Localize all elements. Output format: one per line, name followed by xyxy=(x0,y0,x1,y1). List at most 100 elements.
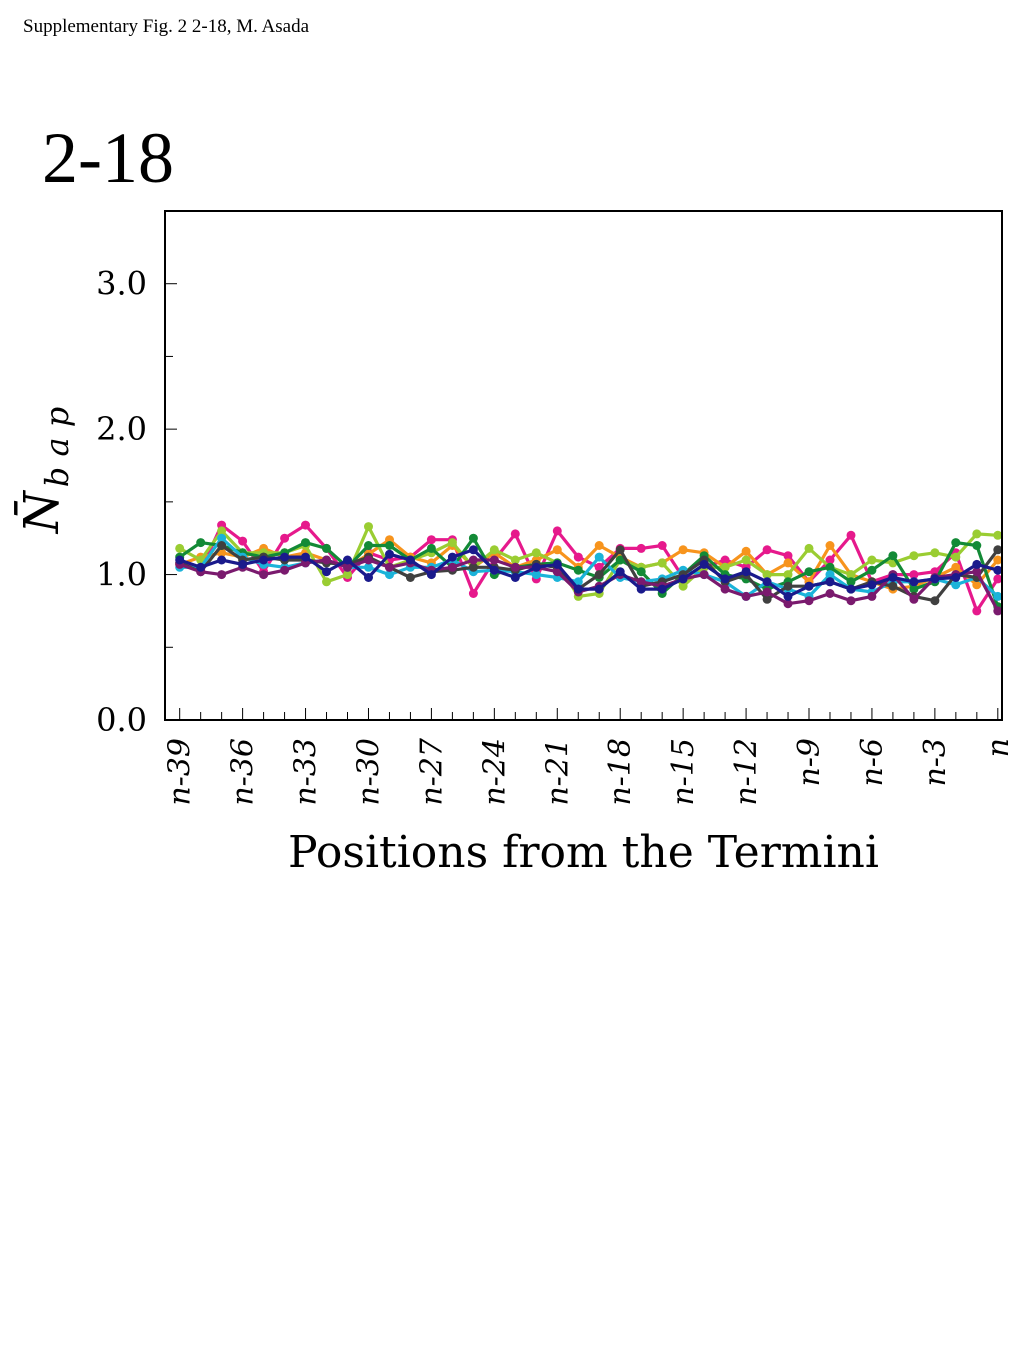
data-point xyxy=(217,526,227,536)
data-point xyxy=(909,584,919,594)
data-point xyxy=(993,574,1003,584)
data-point xyxy=(447,538,457,548)
data-point xyxy=(825,541,835,550)
data-point xyxy=(594,584,604,594)
data-point xyxy=(825,570,835,580)
data-point xyxy=(636,543,646,553)
data-point xyxy=(489,545,499,555)
data-point xyxy=(343,555,352,565)
data-point xyxy=(993,530,1003,540)
data-point xyxy=(930,574,940,584)
data-point xyxy=(888,573,898,582)
data-point xyxy=(175,555,185,565)
y-axis-label-group: N̄b a p xyxy=(12,407,76,534)
data-point xyxy=(636,584,646,594)
data-point xyxy=(447,562,457,572)
data-point xyxy=(385,541,394,550)
data-point xyxy=(741,567,751,577)
data-point xyxy=(385,562,394,572)
data-point xyxy=(468,533,478,543)
data-point xyxy=(762,577,772,587)
data-point xyxy=(867,565,877,575)
data-point xyxy=(280,565,290,575)
data-point xyxy=(385,549,394,559)
data-point xyxy=(175,543,185,553)
data-point xyxy=(196,562,206,572)
data-point xyxy=(343,570,352,580)
data-point xyxy=(783,570,793,580)
data-point xyxy=(783,551,793,561)
data-point xyxy=(951,552,961,562)
data-point xyxy=(468,589,478,598)
data-point xyxy=(951,538,961,548)
series-line xyxy=(179,538,1000,591)
data-point xyxy=(972,529,982,539)
data-point xyxy=(825,577,835,587)
y-tick-label: 3.0 xyxy=(96,265,147,303)
data-point xyxy=(678,545,688,555)
data-point xyxy=(951,562,961,572)
x-tick-label: n-21 xyxy=(540,738,575,806)
data-point xyxy=(993,591,1003,601)
x-tick-label: n-3 xyxy=(918,738,953,787)
data-point xyxy=(510,573,520,582)
data-point xyxy=(909,594,919,604)
series-8 xyxy=(175,545,1003,601)
data-point xyxy=(930,548,940,558)
data-point xyxy=(720,584,730,594)
data-point xyxy=(972,606,982,616)
data-point xyxy=(867,591,877,601)
data-point xyxy=(636,567,646,577)
data-point xyxy=(783,558,793,568)
data-point xyxy=(573,584,583,594)
data-point xyxy=(888,581,898,591)
x-tick-label: n-36 xyxy=(226,738,261,806)
data-point xyxy=(993,606,1003,616)
series-line xyxy=(178,536,1000,608)
data-point xyxy=(993,545,1003,555)
data-point xyxy=(468,545,478,555)
data-point xyxy=(867,580,877,590)
data-point xyxy=(804,581,814,591)
data-point xyxy=(468,555,478,565)
data-point xyxy=(846,570,856,580)
data-point xyxy=(951,580,961,590)
data-point xyxy=(217,570,227,580)
data-point xyxy=(322,555,331,565)
figure-header-note: Supplementary Fig. 2 2-18, M. Asada xyxy=(23,16,310,37)
data-point xyxy=(322,543,331,553)
data-point xyxy=(657,541,667,550)
data-point xyxy=(783,599,793,609)
series-line xyxy=(179,523,1000,613)
x-tick-label: n-30 xyxy=(351,738,386,806)
data-point xyxy=(573,552,583,562)
y-axis-label-subscript: b a p xyxy=(38,407,76,487)
data-point xyxy=(489,565,499,575)
data-point xyxy=(615,567,625,577)
panel-label: 2-18 xyxy=(42,118,174,198)
data-point xyxy=(301,538,310,548)
data-point xyxy=(573,565,583,575)
data-point xyxy=(385,570,394,580)
data-point xyxy=(720,555,730,565)
y-axis-label-main: N̄ xyxy=(12,489,70,534)
data-point xyxy=(489,555,499,565)
data-point xyxy=(972,580,982,590)
data-point xyxy=(531,548,541,558)
data-point xyxy=(405,573,415,582)
data-point xyxy=(762,570,772,580)
data-point xyxy=(301,520,310,530)
data-point xyxy=(909,551,919,561)
x-tick-label: n-6 xyxy=(855,738,890,787)
data-point xyxy=(259,555,269,565)
data-point xyxy=(993,555,1003,565)
data-point xyxy=(825,562,835,572)
data-point xyxy=(217,533,227,543)
x-tick-label: n-24 xyxy=(477,738,512,806)
data-point xyxy=(510,562,520,572)
y-tick-label: 1.0 xyxy=(96,556,147,594)
data-point xyxy=(972,559,982,569)
data-point xyxy=(280,552,290,562)
data-point xyxy=(846,530,856,540)
data-point xyxy=(972,541,982,550)
